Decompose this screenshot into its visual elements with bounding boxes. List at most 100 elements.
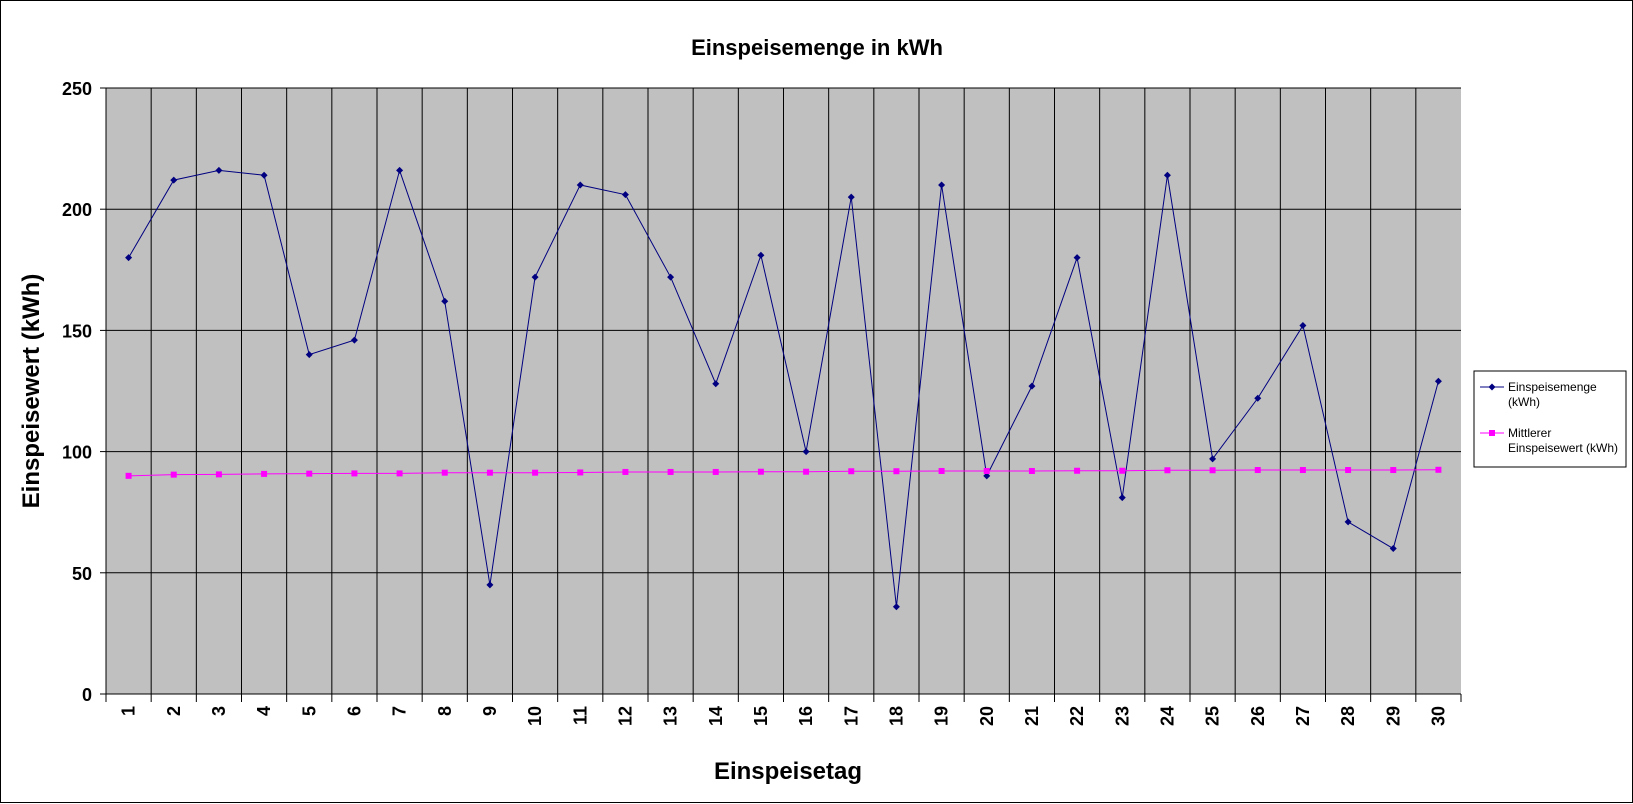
data-point-square xyxy=(261,470,268,477)
y-tick-label: 0 xyxy=(82,685,92,705)
x-tick-label: 2 xyxy=(164,706,184,716)
data-point-square xyxy=(351,470,358,477)
legend-label-2: Mittlerer xyxy=(1508,426,1551,440)
x-tick-label: 9 xyxy=(480,706,500,716)
x-tick-label: 24 xyxy=(1157,706,1177,726)
data-point-square xyxy=(441,469,448,476)
data-point-square xyxy=(757,468,764,475)
chart-title: Einspeisemenge in kWh xyxy=(691,35,943,60)
data-point-diamond xyxy=(802,448,810,456)
data-point-square xyxy=(396,470,403,477)
data-point-square xyxy=(486,469,493,476)
data-point-diamond xyxy=(125,254,133,262)
x-tick-label: 11 xyxy=(570,706,590,725)
data-point-diamond xyxy=(892,603,900,611)
legend-marker-diamond xyxy=(1488,383,1496,391)
y-tick-label: 50 xyxy=(72,564,92,584)
x-tick-label: 18 xyxy=(886,706,906,726)
data-point-square xyxy=(215,471,222,478)
legend-marker-square xyxy=(1489,430,1495,436)
data-point-square xyxy=(848,468,855,475)
data-point-diamond xyxy=(531,273,539,281)
x-tick-label: 21 xyxy=(1022,706,1042,726)
data-point-square xyxy=(577,469,584,476)
data-point-diamond xyxy=(1209,455,1217,463)
data-point-diamond xyxy=(621,191,629,199)
data-point-diamond xyxy=(1389,545,1397,553)
x-axis-title: Einspeisetag xyxy=(714,758,862,785)
x-tick-label: 15 xyxy=(751,706,771,726)
series-line-2 xyxy=(128,469,1439,477)
data-point-diamond xyxy=(1073,254,1081,262)
data-point-diamond xyxy=(847,193,855,201)
y-tick-label: 250 xyxy=(62,79,92,99)
y-tick-label: 100 xyxy=(62,443,92,463)
data-point-diamond xyxy=(1163,171,1171,179)
series-line-1 xyxy=(128,168,1439,607)
data-point-square xyxy=(1074,467,1081,474)
data-point-diamond xyxy=(486,581,494,589)
data-point-square xyxy=(938,467,945,474)
data-point-diamond xyxy=(667,273,675,281)
data-point-square xyxy=(1119,467,1126,474)
data-point-square xyxy=(667,468,674,475)
x-tick-label: 19 xyxy=(932,706,952,726)
data-point-square xyxy=(1209,467,1216,474)
data-point-square xyxy=(1435,466,1442,473)
data-point-square xyxy=(1299,467,1306,474)
x-tick-label: 7 xyxy=(390,706,410,716)
x-tick-label: 29 xyxy=(1383,706,1403,726)
x-tick-label: 4 xyxy=(254,706,274,716)
x-tick-label: 12 xyxy=(615,706,635,726)
data-point-square xyxy=(712,468,719,475)
data-point-diamond xyxy=(576,181,584,189)
x-tick-label: 5 xyxy=(299,706,319,716)
data-point-diamond xyxy=(350,336,358,344)
data-point-square xyxy=(125,472,132,479)
legend: Einspeisemenge(kWh) MittlererEinspeisewer… xyxy=(1473,370,1627,468)
x-tick-label: 26 xyxy=(1248,706,1268,726)
data-point-square xyxy=(803,468,810,475)
data-point-diamond xyxy=(215,166,223,174)
x-tick-label: 16 xyxy=(796,706,816,726)
data-point-square xyxy=(893,468,900,475)
x-tick-label: 13 xyxy=(661,706,681,726)
data-point-square xyxy=(306,470,313,477)
x-tick-label: 6 xyxy=(344,706,364,716)
data-point-square xyxy=(983,467,990,474)
x-tick-label: 27 xyxy=(1293,706,1313,726)
data-point-square xyxy=(1164,467,1171,474)
legend-label-2: Einspeisewert (kWh) xyxy=(1508,441,1618,455)
x-tick-label: 28 xyxy=(1338,706,1358,726)
x-tick-label: 25 xyxy=(1203,706,1223,726)
data-point-diamond xyxy=(757,251,765,259)
data-point-diamond xyxy=(260,171,268,179)
x-tick-label: 30 xyxy=(1428,706,1448,726)
x-tick-label: 3 xyxy=(209,706,229,716)
data-point-diamond xyxy=(1344,518,1352,526)
x-tick-label: 17 xyxy=(841,706,861,726)
x-tick-label: 20 xyxy=(977,706,997,726)
data-point-diamond xyxy=(712,380,720,388)
data-point-square xyxy=(1345,467,1352,474)
data-point-diamond xyxy=(938,181,946,189)
x-tick-label: 14 xyxy=(706,706,726,726)
data-point-diamond xyxy=(305,351,313,359)
y-tick-label: 150 xyxy=(62,321,92,341)
data-point-diamond xyxy=(1434,377,1442,385)
x-tick-label: 22 xyxy=(1067,706,1087,726)
legend-label-1: Einspeisemenge xyxy=(1508,380,1597,394)
data-point-square xyxy=(170,471,177,478)
data-point-diamond xyxy=(1118,494,1126,502)
data-point-diamond xyxy=(1028,382,1036,390)
data-point-square xyxy=(532,469,539,476)
data-point-diamond xyxy=(1254,394,1262,402)
data-point-diamond xyxy=(441,297,449,305)
y-axis-title: Einspeisewert (kWh) xyxy=(18,274,45,509)
data-point-square xyxy=(1254,467,1261,474)
x-tick-label: 8 xyxy=(435,706,455,716)
data-point-square xyxy=(1028,467,1035,474)
